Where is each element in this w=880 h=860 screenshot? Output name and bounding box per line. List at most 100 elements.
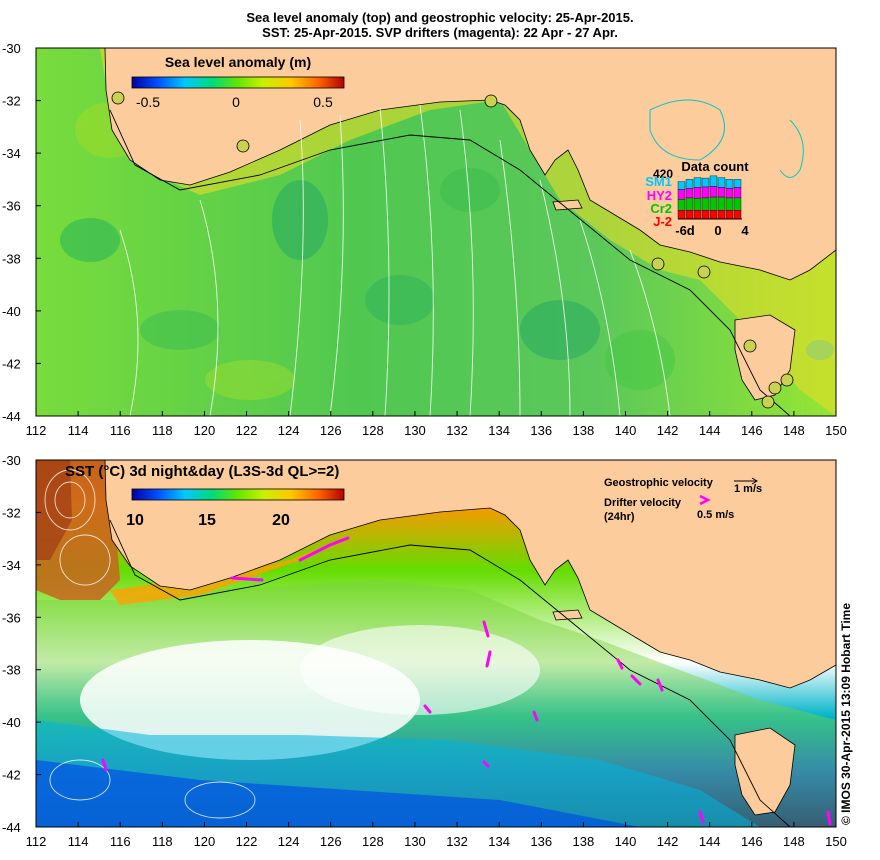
data-count-bar-cr2 <box>733 197 742 211</box>
sst-colorbar-tick-10: 10 <box>126 512 144 529</box>
data-count-bar-hy2 <box>733 187 742 199</box>
sst-map-frame <box>35 459 837 828</box>
y-tick-label: -38 <box>2 251 21 266</box>
data-count-bar-hy2 <box>717 187 726 198</box>
data-count-bar-hy2 <box>693 187 702 199</box>
drifter-label: Drifter velocity <box>604 497 682 509</box>
tasmania-land-bottom <box>734 727 796 816</box>
sst-colorbar-tick-20: 20 <box>272 512 290 529</box>
data-count-title: Data count <box>681 159 749 174</box>
x-tick-label: 150 <box>825 834 847 849</box>
drifter-velocity-arrow <box>699 494 711 506</box>
data-count-xlabel-start: -6d <box>675 223 695 238</box>
drifter-scale: 0.5 m/s <box>697 509 734 521</box>
x-tick-label: 118 <box>152 834 173 849</box>
data-count-bar-sm1 <box>733 179 742 188</box>
x-tick-label: 124 <box>278 834 300 849</box>
data-count-bars <box>677 175 742 220</box>
data-count-bar-hy2 <box>677 189 686 200</box>
sla-contours <box>119 104 671 416</box>
y-tick-label: -44 <box>2 409 21 424</box>
data-count-bar-cr2 <box>701 197 710 211</box>
geo-velocity-label: Geostrophic velocity <box>604 477 714 489</box>
data-count-bar-j2 <box>677 209 686 220</box>
x-tick-label: 120 <box>194 834 216 849</box>
data-count-bar-j2 <box>733 209 742 220</box>
x-tick-label: 112 <box>26 423 47 438</box>
svp-drifter-tracks <box>101 536 832 826</box>
x-tick-label: 138 <box>573 423 595 438</box>
sla-colorbar-tick-pos: 0.5 <box>313 94 333 110</box>
x-tick-label: 128 <box>362 834 384 849</box>
data-count-bar-j2 <box>717 209 726 220</box>
data-count-bar-hy2 <box>701 186 710 199</box>
imos-credit: © IMOS 30-Apr-2015 13:09 Hobart Time <box>839 603 853 825</box>
x-tick-label: 130 <box>404 834 426 849</box>
data-count-bar-j2 <box>725 209 734 220</box>
data-count-bar-sm1 <box>677 181 686 190</box>
geo-velocity-scale: 1 m/s <box>734 483 762 495</box>
y-tick-label: -38 <box>2 663 21 678</box>
x-tick-label: 132 <box>446 834 468 849</box>
data-count-bar-hy2 <box>709 186 718 198</box>
sat-label-sm1: SM1 <box>645 174 672 189</box>
y-tick-label: -42 <box>2 356 21 371</box>
data-count-inset: Data count 420 SM1 HY2 Cr2 J-2 -6d 0 4 <box>645 159 749 238</box>
data-count-bar-cr2 <box>725 197 734 211</box>
y-tick-label: -34 <box>2 146 21 161</box>
data-count-bar-cr2 <box>709 196 718 211</box>
x-tick-label: 144 <box>699 834 721 849</box>
data-count-bar-sm1 <box>685 179 694 189</box>
x-tick-label: 146 <box>741 834 763 849</box>
sst-y-axis: -30 -32 -34 -36 -38 -40 -42 -44 <box>2 453 41 835</box>
x-tick-label: 122 <box>236 834 258 849</box>
x-tick-label: 134 <box>488 834 510 849</box>
x-tick-label: 150 <box>825 423 847 438</box>
velocity-legend: Geostrophic velocity 1 m/s Drifter veloc… <box>604 477 762 523</box>
x-tick-label: 124 <box>278 423 300 438</box>
y-tick-label: -36 <box>2 610 21 625</box>
x-tick-label: 132 <box>446 423 468 438</box>
data-count-bar-cr2 <box>677 198 686 211</box>
sst-x-axis: 112 114 116 118 120 122 124 126 128 130 132 134 136 1… <box>26 822 847 849</box>
x-tick-label: 144 <box>699 423 721 438</box>
x-tick-label: 112 <box>26 834 47 849</box>
data-count-bar-j2 <box>709 209 718 220</box>
data-count-bar-sm1 <box>701 177 710 188</box>
y-tick-label: -30 <box>2 453 21 468</box>
data-count-bar-cr2 <box>693 198 702 211</box>
x-tick-label: 130 <box>404 423 426 438</box>
tasmania-land-top <box>734 314 796 401</box>
x-tick-label: 140 <box>615 834 637 849</box>
drifter-label-24hr: (24hr) <box>604 511 635 523</box>
x-tick-label: 116 <box>110 834 131 849</box>
x-tick-label: 136 <box>530 423 552 438</box>
x-tick-label: 148 <box>783 834 805 849</box>
australia-land-top <box>104 48 836 281</box>
sst-colorbar <box>131 488 345 501</box>
data-count-bar-j2 <box>693 209 702 220</box>
y-tick-label: -32 <box>2 505 21 520</box>
data-count-bar-cr2 <box>717 196 726 211</box>
figure-title-line-2: SST: 25-Apr-2015. SVP drifters (magenta)… <box>262 25 618 40</box>
sla-y-axis: -30 -32 -34 -36 -38 -40 -42 -44 <box>2 41 41 424</box>
sst-map-panel <box>36 460 836 827</box>
x-tick-label: 142 <box>657 423 679 438</box>
data-count-max-label: 420 <box>653 167 673 181</box>
data-count-bar-j2 <box>685 209 694 220</box>
x-tick-label: 116 <box>110 423 131 438</box>
y-tick-label: -32 <box>2 94 21 109</box>
data-count-xlabel-zero: 0 <box>714 223 721 238</box>
data-count-bar-cr2 <box>685 197 694 211</box>
sst-title: SST (°C) 3d night&day (L3S-3d QL>=2) <box>65 463 339 480</box>
data-count-bar-sm1 <box>717 177 726 188</box>
sla-colorbar-title: Sea level anomaly (m) <box>165 54 311 70</box>
data-count-bar-sm1 <box>709 175 718 187</box>
y-tick-label: -36 <box>2 199 21 214</box>
y-tick-label: -34 <box>2 558 21 573</box>
x-tick-label: 122 <box>236 423 258 438</box>
sat-label-cr2: Cr2 <box>650 201 672 216</box>
data-count-xlabel-end: 4 <box>741 223 749 238</box>
x-tick-label: 118 <box>152 423 173 438</box>
tide-gauge-markers <box>111 91 794 409</box>
